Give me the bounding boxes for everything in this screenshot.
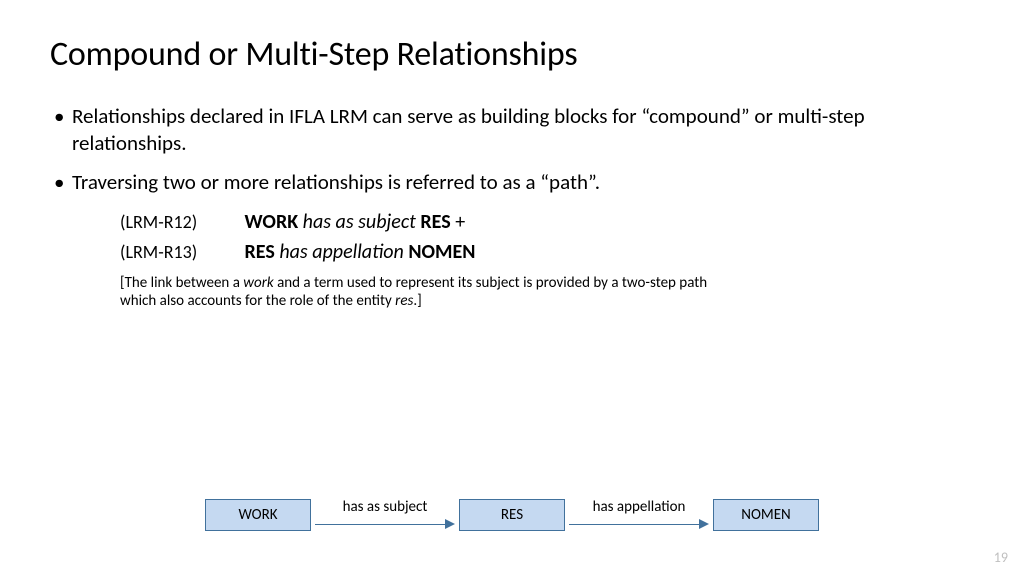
diagram-edge: has appellation <box>569 498 709 532</box>
diagram-edge: has as subject <box>315 498 455 532</box>
arrow-icon <box>315 516 455 532</box>
diagram-node: NOMEN <box>713 499 819 531</box>
relationship-subject: RES <box>245 240 275 264</box>
edge-label: has appellation <box>593 498 686 516</box>
relationship-row: (LRM-R12) WORK has as subject RES + <box>120 210 974 234</box>
note-text: [The link between a <box>120 274 243 292</box>
note-italic: res <box>395 292 413 310</box>
page-number: 19 <box>994 549 1008 566</box>
note-italic: work <box>243 274 273 292</box>
relationship-object: NOMEN <box>408 240 475 264</box>
note-text: .] <box>413 292 421 310</box>
explanatory-note: [The link between a work and a term used… <box>120 274 740 312</box>
relationship-predicate: has appellation <box>279 240 403 264</box>
slide-title: Compound or Multi-Step Relationships <box>50 34 974 75</box>
arrow-icon <box>569 516 709 532</box>
relationship-block: (LRM-R12) WORK has as subject RES + (LRM… <box>120 210 974 312</box>
relationship-row: (LRM-R13) RES has appellation NOMEN <box>120 240 974 264</box>
relationship-trailing: + <box>455 210 465 234</box>
diagram-node: WORK <box>205 499 311 531</box>
path-diagram: WORK has as subject RES has appellation … <box>0 498 1024 532</box>
slide: Compound or Multi-Step Relationships Rel… <box>0 0 1024 576</box>
bullet-list: Relationships declared in IFLA LRM can s… <box>50 103 974 196</box>
diagram-inner: WORK has as subject RES has appellation … <box>205 498 819 532</box>
bullet-item: Relationships declared in IFLA LRM can s… <box>50 103 974 157</box>
relationship-code: (LRM-R12) <box>120 211 240 233</box>
relationship-object: RES <box>420 210 450 234</box>
relationship-subject: WORK <box>245 210 299 234</box>
edge-label: has as subject <box>343 498 428 516</box>
relationship-code: (LRM-R13) <box>120 241 240 263</box>
diagram-node: RES <box>459 499 565 531</box>
bullet-item: Traversing two or more relationships is … <box>50 169 974 196</box>
relationship-predicate: has as subject <box>303 210 416 234</box>
